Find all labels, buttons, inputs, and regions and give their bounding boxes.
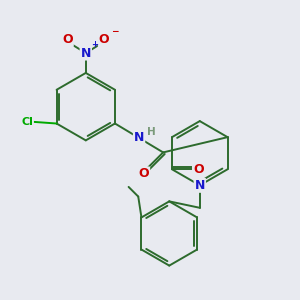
Text: +: + xyxy=(91,40,98,49)
Text: Cl: Cl xyxy=(21,117,33,127)
Text: O: O xyxy=(193,163,204,176)
Text: H: H xyxy=(147,127,156,137)
Text: N: N xyxy=(195,179,205,192)
Text: O: O xyxy=(139,167,149,180)
Text: O: O xyxy=(99,33,110,46)
Text: N: N xyxy=(134,131,144,145)
Text: N: N xyxy=(81,46,91,59)
Text: O: O xyxy=(62,33,73,46)
Text: −: − xyxy=(112,27,119,36)
